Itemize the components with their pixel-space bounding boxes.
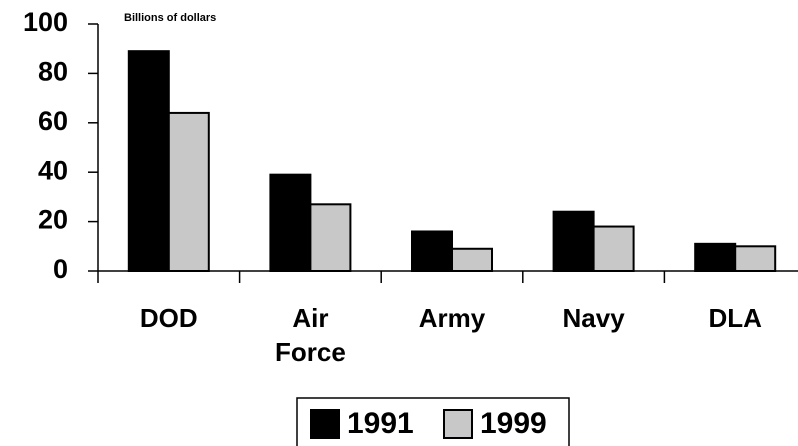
bar	[694, 242, 737, 273]
y-tick-label: 60	[38, 106, 68, 136]
y-tick-label: 20	[38, 205, 68, 235]
bar	[734, 245, 777, 273]
y-tick-label: 0	[53, 254, 68, 284]
bar	[167, 111, 210, 272]
y-tick-label: 100	[23, 7, 68, 37]
bar	[411, 230, 453, 272]
bar	[552, 210, 595, 272]
x-tick-label: DOD	[139, 303, 198, 333]
x-tick-label: Army	[418, 303, 486, 333]
bar	[592, 225, 635, 272]
legend-box	[296, 397, 570, 446]
legend-label: 1991	[347, 407, 414, 440]
bar	[127, 50, 170, 272]
x-tick-label: DLA	[708, 303, 762, 333]
legend-swatch	[443, 409, 473, 439]
y-tick-label: 40	[38, 155, 68, 185]
x-tick-label: Air Force	[274, 303, 346, 367]
x-tick-label: Navy	[562, 303, 625, 333]
bar	[309, 203, 352, 272]
legend-swatch	[310, 409, 340, 439]
y-tick-label: 80	[38, 57, 68, 87]
unit-label: Billions of dollars	[124, 12, 216, 24]
bar	[269, 173, 312, 272]
legend-label: 1999	[480, 407, 547, 440]
bar	[451, 247, 493, 273]
